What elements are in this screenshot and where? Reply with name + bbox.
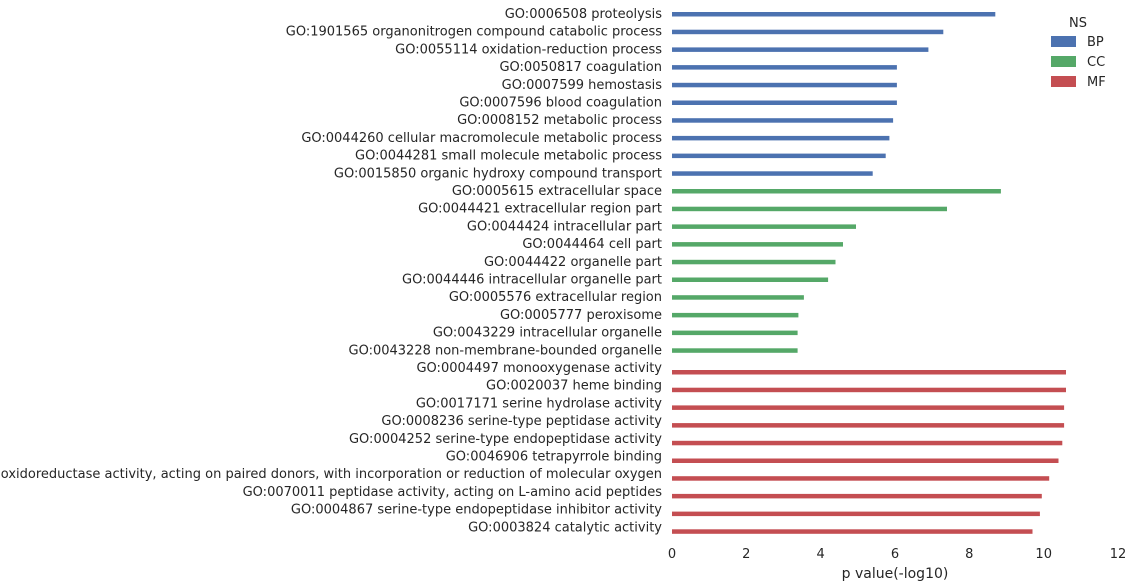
category-label: GO:0020037 heme binding bbox=[486, 379, 662, 394]
category-label: GO:0006508 proteolysis bbox=[505, 7, 662, 22]
category-label: GO:0043229 intracellular organelle bbox=[433, 326, 662, 341]
legend-label-cc: CC bbox=[1087, 55, 1105, 70]
legend-label-bp: BP bbox=[1087, 35, 1104, 50]
bar-mf-21 bbox=[672, 387, 1066, 393]
legend-label-mf: MF bbox=[1087, 75, 1106, 90]
bar-bp-8 bbox=[672, 153, 886, 159]
bar-cc-14 bbox=[672, 259, 836, 265]
category-label: GO:0055114 oxidation-reduction process bbox=[395, 42, 662, 57]
bar-cc-13 bbox=[672, 242, 843, 247]
legend-swatch-bp bbox=[1051, 36, 1076, 47]
category-label: GO:0070011 peptidase activity, acting on… bbox=[243, 485, 663, 500]
bar-bp-9 bbox=[672, 171, 873, 176]
category-label: GO:0044260 cellular macromolecule metabo… bbox=[301, 131, 662, 146]
legend-title: NS bbox=[1069, 16, 1087, 31]
category-label: GO:0007596 blood coagulation bbox=[459, 96, 662, 111]
bars-layer bbox=[672, 12, 1066, 534]
bar-cc-19 bbox=[672, 348, 798, 353]
bar-bp-0 bbox=[672, 12, 996, 17]
category-label: GO:0044446 intracellular organelle part bbox=[402, 273, 662, 288]
category-label: GO:0016705 oxidoreductase activity, acti… bbox=[0, 467, 662, 482]
bar-bp-5 bbox=[672, 100, 897, 105]
x-tick-label: 0 bbox=[668, 547, 676, 562]
bar-mf-26 bbox=[672, 476, 1050, 481]
category-label: GO:1901565 organonitrogen compound catab… bbox=[286, 25, 662, 40]
bar-bp-4 bbox=[672, 82, 897, 88]
bar-cc-11 bbox=[672, 206, 947, 212]
x-tick-label: 6 bbox=[891, 547, 899, 562]
category-label: GO:0044421 extracellular region part bbox=[418, 202, 662, 217]
bar-cc-18 bbox=[672, 330, 798, 336]
category-label: GO:0044281 small molecule metabolic proc… bbox=[355, 149, 662, 164]
bar-mf-23 bbox=[672, 423, 1065, 428]
bar-mf-29 bbox=[672, 529, 1033, 534]
x-tick-label: 4 bbox=[817, 547, 825, 562]
bar-cc-10 bbox=[672, 189, 1001, 194]
x-tick-label: 2 bbox=[742, 547, 750, 562]
category-label: GO:0005615 extracellular space bbox=[452, 184, 662, 199]
bar-mf-22 bbox=[672, 405, 1065, 410]
category-label: GO:0017171 serine hydrolase activity bbox=[416, 396, 662, 411]
legend: NS BP CC MF bbox=[1051, 16, 1106, 90]
category-label: GO:0008152 metabolic process bbox=[457, 113, 662, 128]
legend-swatch-mf bbox=[1051, 76, 1076, 87]
category-label: GO:0004497 monooxygenase activity bbox=[416, 361, 662, 376]
category-label: GO:0043228 non-membrane-bounded organell… bbox=[349, 343, 663, 358]
bar-bp-7 bbox=[672, 135, 890, 141]
legend-items: BP CC MF bbox=[1051, 35, 1106, 90]
bar-bp-1 bbox=[672, 29, 944, 35]
x-axis-title: p value(-log10) bbox=[842, 566, 949, 582]
category-label: GO:0004252 serine-type endopeptidase act… bbox=[349, 432, 662, 447]
bar-mf-24 bbox=[672, 440, 1063, 446]
x-tick-label: 8 bbox=[965, 547, 973, 562]
category-label: GO:0044424 intracellular part bbox=[467, 219, 662, 234]
category-label: GO:0008236 serine-type peptidase activit… bbox=[381, 414, 662, 429]
category-label: GO:0005777 peroxisome bbox=[500, 308, 662, 323]
category-label: GO:0003824 catalytic activity bbox=[468, 520, 662, 535]
category-label: GO:0044464 cell part bbox=[522, 237, 662, 252]
x-axis-ticks: 0 2 4 6 8 10 12 bbox=[668, 547, 1126, 562]
x-tick-label: 10 bbox=[1035, 547, 1052, 562]
category-label: GO:0004867 serine-type endopeptidase inh… bbox=[291, 503, 662, 518]
category-label: GO:0046906 tetrapyrrole binding bbox=[446, 450, 662, 465]
x-tick-label: 12 bbox=[1110, 547, 1127, 562]
bar-mf-20 bbox=[672, 370, 1066, 375]
bar-bp-2 bbox=[672, 47, 929, 52]
category-label: GO:0005576 extracellular region bbox=[449, 290, 662, 305]
bar-cc-16 bbox=[672, 295, 804, 300]
bar-mf-25 bbox=[672, 458, 1059, 463]
bar-cc-17 bbox=[672, 312, 799, 318]
category-labels: GO:0006508 proteolysis GO:1901565 organon… bbox=[0, 7, 662, 535]
bar-mf-27 bbox=[672, 493, 1042, 499]
category-label: GO:0050817 coagulation bbox=[499, 60, 662, 75]
category-label: GO:0015850 organic hydroxy compound tran… bbox=[334, 166, 662, 181]
bar-bp-3 bbox=[672, 65, 897, 70]
category-label: GO:0007599 hemostasis bbox=[502, 78, 663, 93]
bar-cc-12 bbox=[672, 224, 856, 229]
bar-bp-6 bbox=[672, 118, 894, 123]
legend-swatch-cc bbox=[1051, 56, 1076, 67]
category-label: GO:0044422 organelle part bbox=[484, 255, 662, 270]
bar-cc-15 bbox=[672, 277, 829, 282]
bar-mf-28 bbox=[672, 511, 1040, 517]
